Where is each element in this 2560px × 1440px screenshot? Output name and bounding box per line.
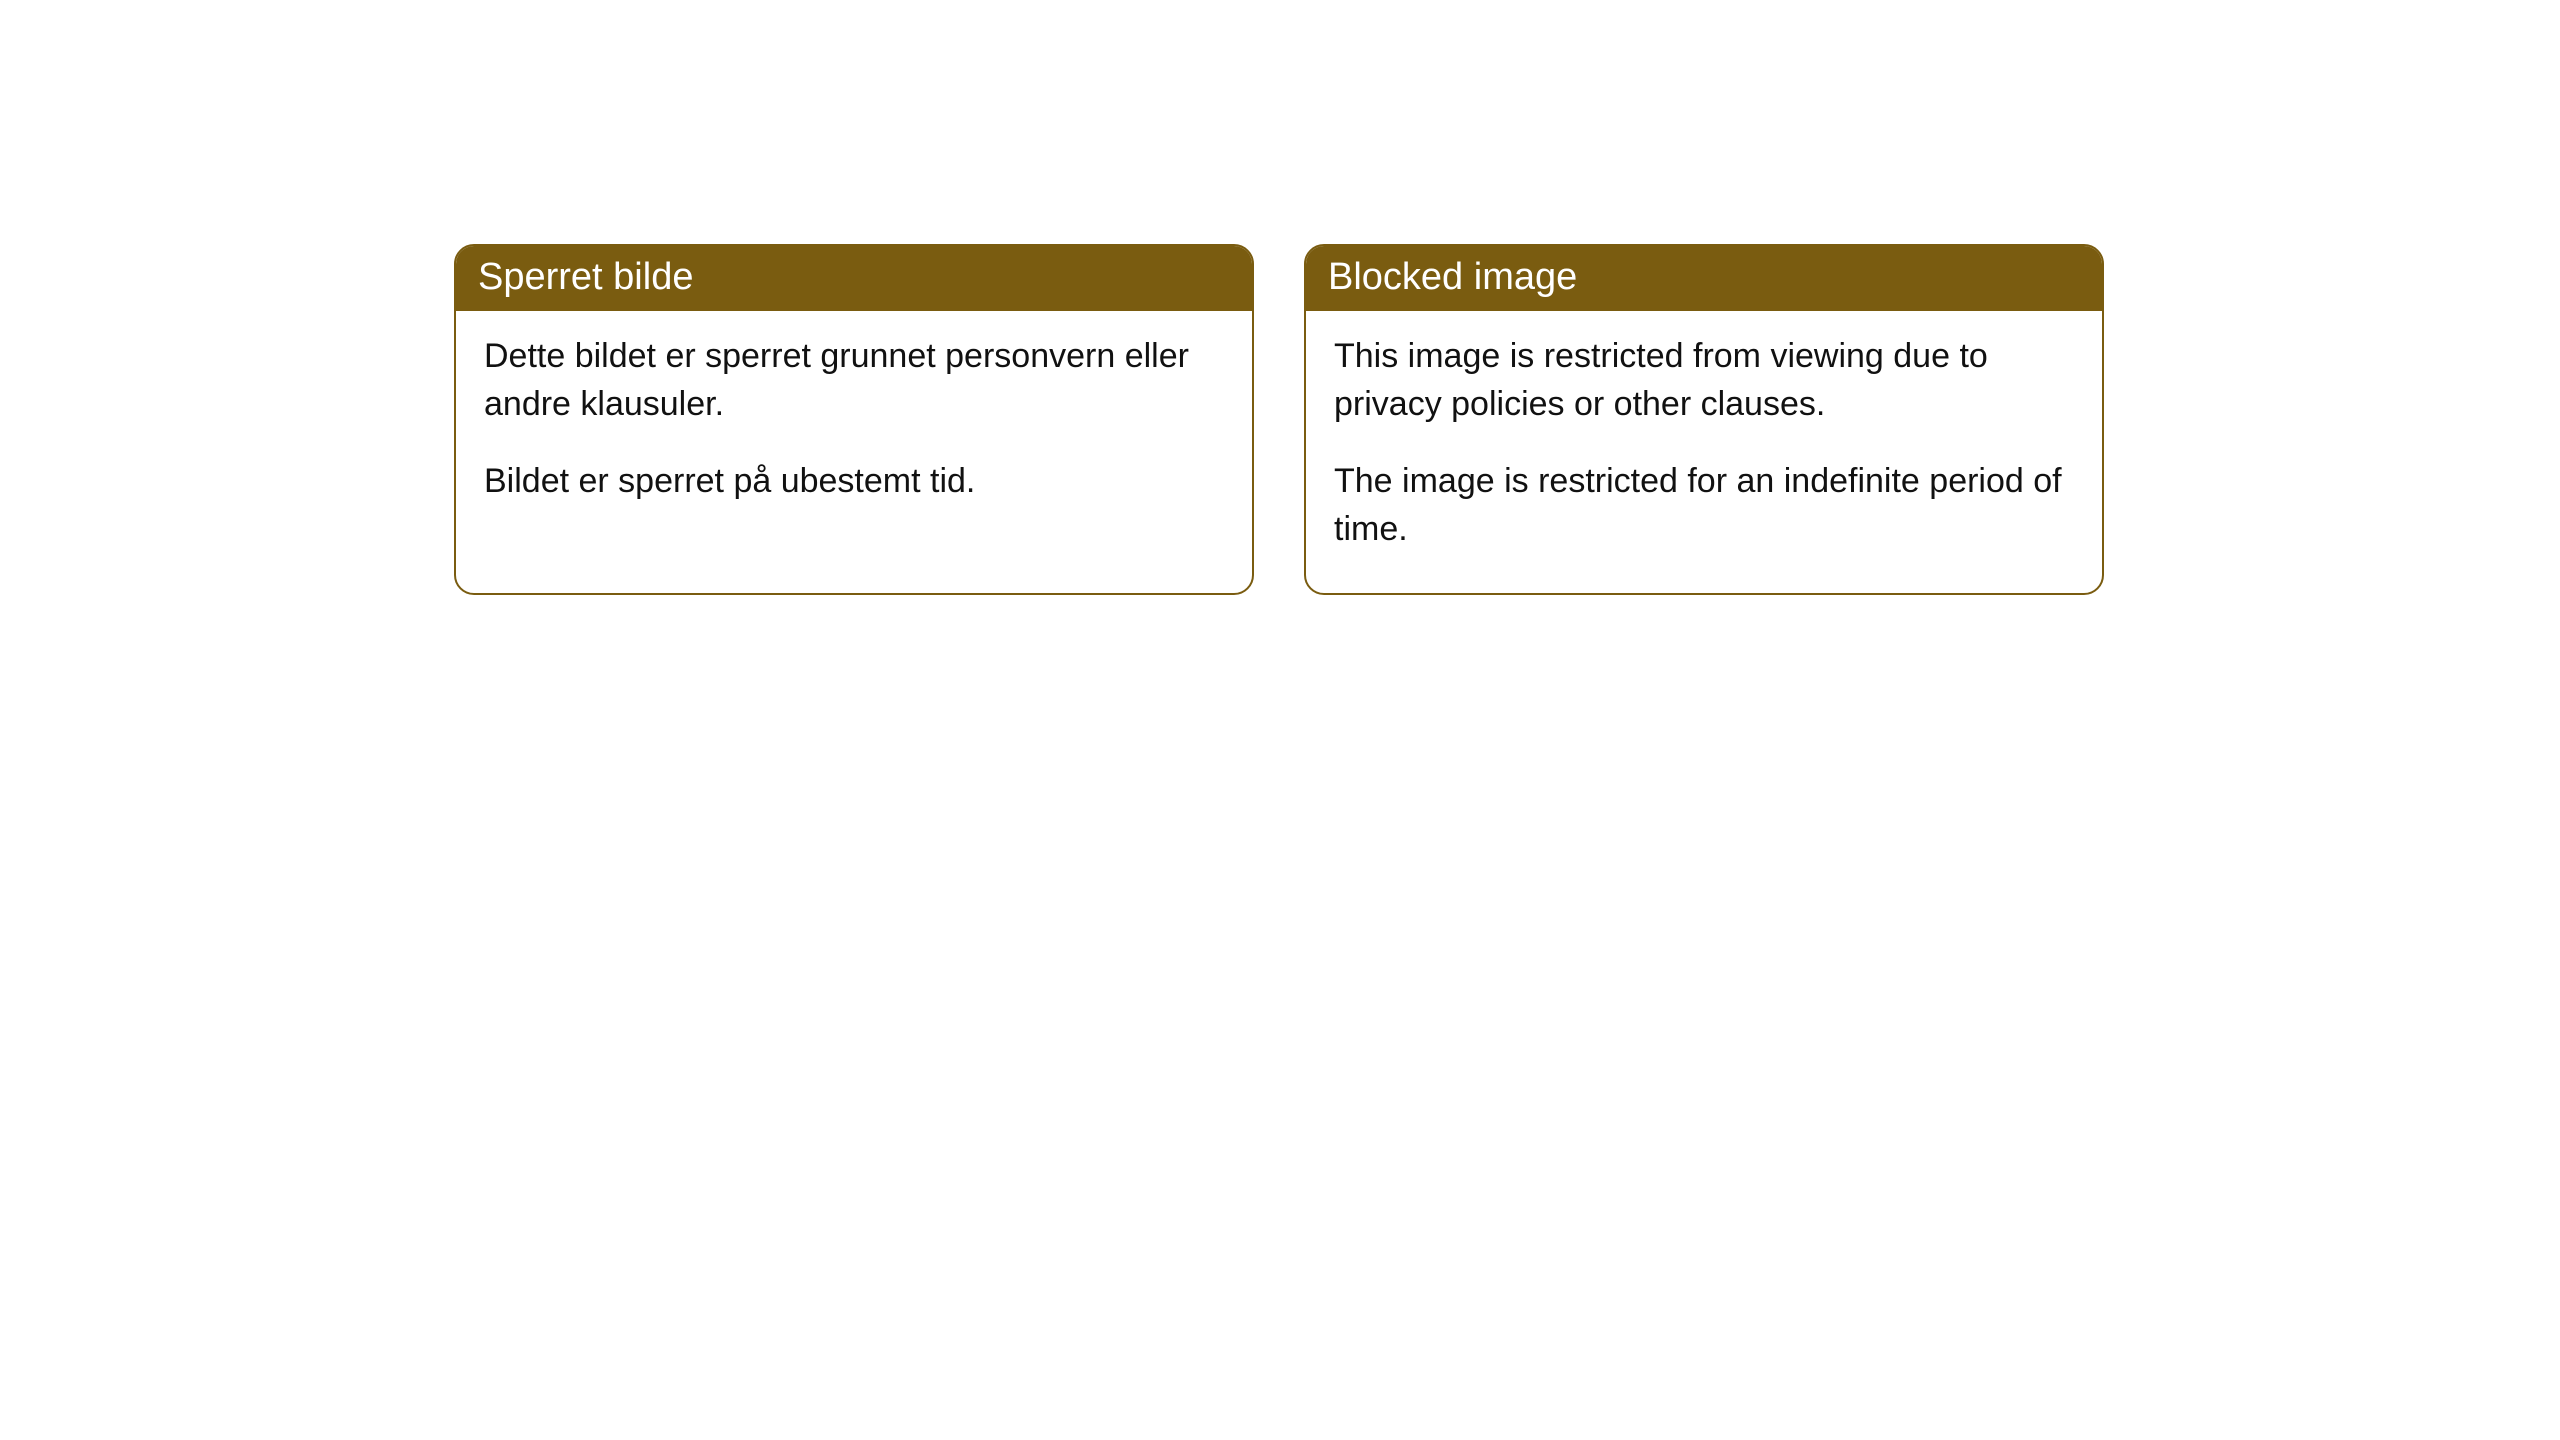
card-body-norwegian: Dette bildet er sperret grunnet personve… <box>456 311 1252 546</box>
card-english: Blocked image This image is restricted f… <box>1304 244 2104 595</box>
card-paragraph: The image is restricted for an indefinit… <box>1334 458 2074 553</box>
card-paragraph: This image is restricted from viewing du… <box>1334 333 2074 428</box>
card-norwegian: Sperret bilde Dette bildet er sperret gr… <box>454 244 1254 595</box>
card-body-english: This image is restricted from viewing du… <box>1306 311 2102 593</box>
card-paragraph: Bildet er sperret på ubestemt tid. <box>484 458 1224 506</box>
card-header-english: Blocked image <box>1306 246 2102 311</box>
card-paragraph: Dette bildet er sperret grunnet personve… <box>484 333 1224 428</box>
cards-container: Sperret bilde Dette bildet er sperret gr… <box>0 0 2560 595</box>
card-header-norwegian: Sperret bilde <box>456 246 1252 311</box>
